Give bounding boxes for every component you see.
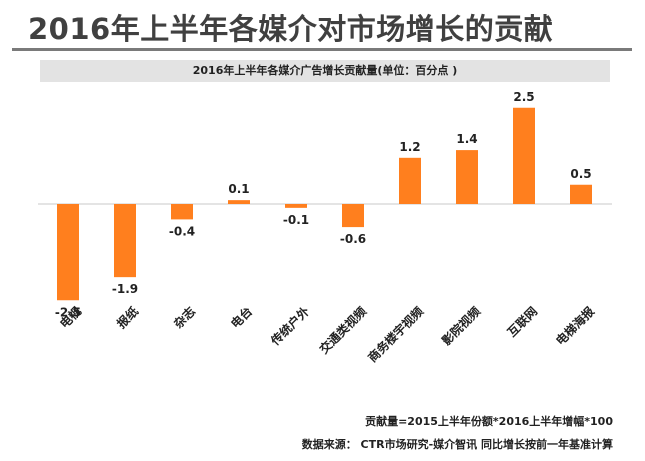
formula-note: 贡献量=2015上半年份额*2016上半年增幅*100: [365, 415, 613, 428]
category-label-9: 电梯海报: [553, 304, 598, 349]
category-label-6: 商务楼宇视频: [365, 304, 427, 366]
value-label-4: -0.1: [283, 213, 309, 227]
chart-title: 2016年上半年各媒介广告增长贡献量(单位：百分点 ): [192, 64, 458, 77]
value-label-2: -0.4: [169, 224, 195, 238]
category-label-5: 交通类视频: [316, 304, 369, 357]
category-label-2: 杂志: [171, 304, 199, 332]
value-label-1: -1.9: [112, 282, 138, 296]
bar-1: [114, 204, 136, 278]
bar-2: [171, 204, 193, 220]
category-label-7: 影院视频: [439, 304, 484, 349]
value-label-8: 2.5: [513, 90, 534, 104]
value-label-0: -2.5: [55, 305, 81, 319]
category-label-1: 报纸: [114, 304, 142, 332]
bar-4: [285, 204, 307, 208]
category-label-3: 电台: [228, 304, 256, 332]
value-label-6: 1.2: [399, 140, 420, 154]
value-label-3: 0.1: [228, 182, 249, 196]
bar-8: [513, 107, 535, 204]
value-label-7: 1.4: [456, 132, 477, 146]
bar-3: [228, 200, 250, 204]
bar-6: [399, 157, 421, 204]
category-label-8: 互联网: [505, 304, 540, 339]
title-divider: [12, 48, 632, 51]
page-title: 2016年上半年各媒介对市场增长的贡献: [28, 12, 554, 46]
value-label-9: 0.5: [570, 167, 591, 181]
bar-5: [342, 204, 364, 228]
bar-chart: -2.5电视-1.9报纸-0.4杂志0.1电台-0.1传统户外-0.6交通类视频…: [38, 90, 612, 366]
value-label-5: -0.6: [340, 232, 366, 246]
bar-0: [57, 204, 79, 301]
chart-title-band: [40, 60, 610, 82]
bar-7: [456, 150, 478, 204]
data-source-note: 数据来源： CTR市场研究-媒介智讯 同比增长按前一年基准计算: [301, 438, 613, 451]
category-label-4: 传统户外: [267, 304, 312, 349]
bar-9: [570, 184, 592, 204]
